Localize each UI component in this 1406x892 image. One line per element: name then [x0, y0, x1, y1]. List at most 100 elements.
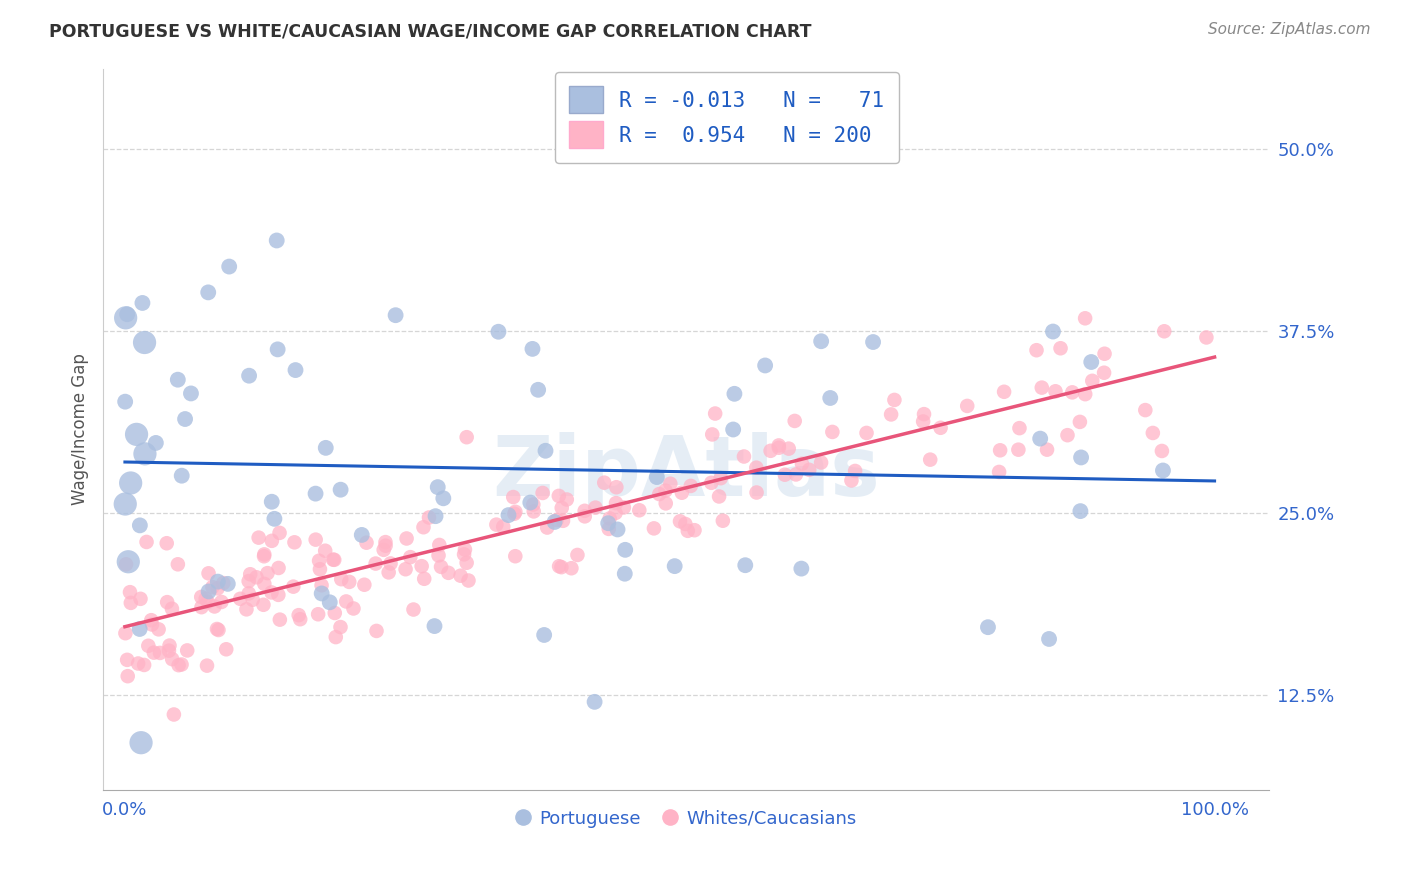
Point — [142, 646, 165, 660]
Point — [929, 421, 952, 435]
Point — [522, 498, 544, 512]
Point — [790, 457, 813, 471]
Point — [534, 443, 557, 458]
Point — [115, 558, 138, 572]
Point — [366, 624, 388, 638]
Point — [773, 467, 796, 482]
Point — [488, 325, 510, 339]
Point — [253, 577, 276, 591]
Point — [148, 623, 170, 637]
Legend: Portuguese, Whites/Caucasians: Portuguese, Whites/Caucasians — [509, 803, 863, 835]
Point — [305, 533, 328, 547]
Point — [160, 601, 183, 615]
Point — [141, 617, 163, 632]
Point — [212, 576, 235, 591]
Point — [399, 550, 422, 565]
Point — [855, 425, 877, 440]
Point — [267, 588, 290, 602]
Point — [238, 586, 260, 600]
Point — [114, 310, 136, 325]
Point — [810, 456, 832, 470]
Point — [129, 591, 152, 606]
Point — [156, 536, 179, 550]
Point — [207, 623, 229, 637]
Point — [284, 363, 307, 377]
Point — [323, 553, 346, 567]
Point — [659, 476, 682, 491]
Point — [260, 585, 283, 599]
Point — [574, 509, 596, 524]
Point — [844, 464, 866, 478]
Point — [547, 489, 569, 503]
Point — [912, 407, 935, 421]
Point — [768, 438, 790, 452]
Point — [209, 595, 232, 609]
Point — [583, 695, 606, 709]
Point — [522, 342, 544, 356]
Point — [1142, 425, 1164, 440]
Point — [1092, 366, 1115, 380]
Point — [820, 391, 842, 405]
Point — [242, 592, 264, 607]
Point — [453, 547, 475, 561]
Point — [283, 580, 305, 594]
Point — [643, 521, 665, 535]
Point — [190, 590, 212, 604]
Point — [1025, 343, 1047, 358]
Point — [156, 595, 179, 609]
Point — [454, 542, 477, 557]
Point — [117, 669, 139, 683]
Point — [977, 620, 1000, 634]
Point — [1049, 341, 1071, 355]
Point — [1094, 347, 1116, 361]
Point — [683, 523, 706, 537]
Point — [238, 574, 260, 588]
Point — [269, 613, 291, 627]
Point — [505, 505, 527, 519]
Point — [669, 514, 692, 528]
Point — [1081, 374, 1104, 388]
Point — [141, 613, 163, 627]
Point — [821, 425, 844, 439]
Point — [711, 514, 734, 528]
Point — [527, 383, 550, 397]
Point — [329, 620, 352, 634]
Point — [1135, 403, 1157, 417]
Point — [176, 643, 198, 657]
Point — [374, 539, 396, 553]
Point — [745, 460, 768, 475]
Point — [492, 519, 515, 533]
Point — [1153, 324, 1175, 338]
Point — [314, 543, 336, 558]
Point — [115, 653, 138, 667]
Point — [613, 566, 636, 581]
Point — [1074, 387, 1097, 401]
Point — [1070, 450, 1092, 465]
Point — [456, 430, 478, 444]
Point — [235, 602, 257, 616]
Point — [745, 485, 768, 500]
Point — [598, 516, 620, 531]
Point — [645, 470, 668, 484]
Point — [503, 507, 526, 521]
Point — [329, 483, 352, 497]
Point — [664, 559, 686, 574]
Point — [778, 442, 800, 456]
Point — [1074, 311, 1097, 326]
Point — [253, 549, 276, 564]
Point — [308, 554, 330, 568]
Point — [1042, 325, 1064, 339]
Point — [114, 626, 136, 640]
Point — [384, 308, 406, 322]
Point — [533, 628, 555, 642]
Point — [418, 510, 440, 524]
Point — [136, 639, 159, 653]
Point — [364, 557, 387, 571]
Point — [350, 528, 373, 542]
Point — [129, 736, 152, 750]
Point — [593, 475, 616, 490]
Point — [131, 296, 153, 310]
Point — [394, 562, 416, 576]
Point — [267, 561, 290, 575]
Point — [707, 490, 730, 504]
